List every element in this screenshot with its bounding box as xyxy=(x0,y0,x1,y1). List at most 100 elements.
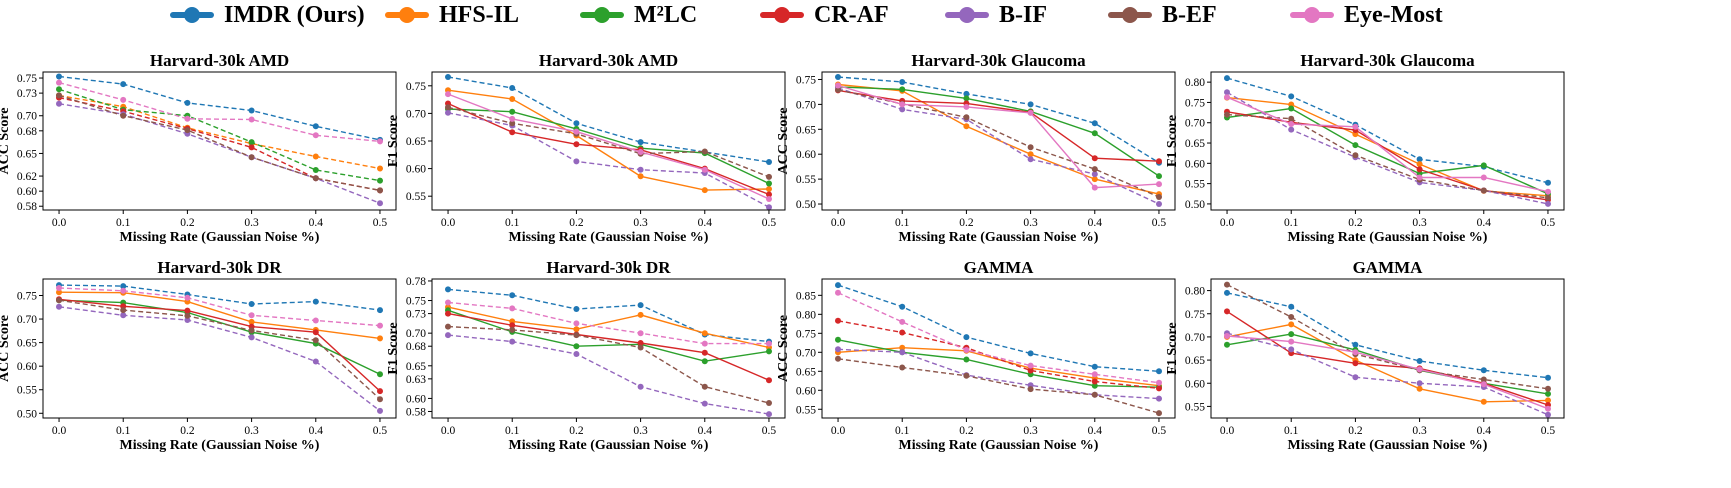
x-tick-label: 0.4 xyxy=(309,217,324,229)
data-point xyxy=(312,317,319,324)
data-point xyxy=(445,332,451,339)
series-line xyxy=(58,81,381,143)
series-line xyxy=(58,75,381,141)
legend-label: Eye-Most xyxy=(1344,1,1443,28)
series xyxy=(1224,94,1551,195)
y-tick-label: 0.70 xyxy=(406,328,426,340)
y-axis-label: F1 Score xyxy=(1165,322,1180,374)
x-tick-label: 0.5 xyxy=(1541,425,1556,437)
data-point xyxy=(1288,303,1295,310)
series xyxy=(56,100,383,207)
x-tick-label: 0.3 xyxy=(633,425,648,437)
series-line xyxy=(837,87,1160,205)
x-axis-label: Missing Rate (Gaussian Noise %) xyxy=(509,438,709,453)
y-tick-label: 0.75 xyxy=(1185,97,1205,109)
data-point xyxy=(1224,111,1230,118)
legend-label: CR-AF xyxy=(814,1,889,28)
x-axis-label: Missing Rate (Gaussian Noise %) xyxy=(899,438,1099,453)
legend-label: HFS-IL xyxy=(439,1,520,28)
data-point xyxy=(509,129,516,136)
legend: IMDR (Ours) HFS-IL M²LC CR-AF B-IF B-EF Eye-Mo… xyxy=(0,0,1731,40)
data-point xyxy=(963,347,970,353)
series-line xyxy=(58,299,381,400)
chart-title: Harvard-30k Glaucoma xyxy=(911,51,1086,70)
y-tick-label: 0.55 xyxy=(1185,179,1205,191)
data-point xyxy=(1091,166,1098,173)
data-point xyxy=(1288,321,1295,328)
data-point xyxy=(899,86,906,93)
data-point xyxy=(835,86,841,93)
data-point xyxy=(1352,360,1359,367)
series-line xyxy=(447,112,770,208)
data-point xyxy=(573,351,580,357)
legend-item: HFS-IL xyxy=(385,0,519,30)
series xyxy=(56,303,383,414)
y-tick-label: 0.58 xyxy=(406,406,426,418)
y-tick-label: 0.80 xyxy=(796,309,816,321)
data-point xyxy=(1156,201,1162,207)
data-point xyxy=(701,187,708,194)
y-tick-label: 0.58 xyxy=(17,201,37,213)
data-point xyxy=(835,282,841,289)
x-tick-label: 0.2 xyxy=(959,425,974,437)
y-axis-label: F1 Score xyxy=(386,115,401,167)
series xyxy=(835,86,1162,200)
y-tick-label: 0.75 xyxy=(17,290,37,302)
y-tick-label: 0.65 xyxy=(1185,355,1205,367)
legend-item: M²LC xyxy=(580,0,697,30)
data-point xyxy=(1545,188,1551,195)
y-tick-label: 0.70 xyxy=(17,314,37,326)
data-point xyxy=(1027,350,1034,357)
data-point xyxy=(963,372,970,379)
series-line xyxy=(1226,113,1549,199)
data-point xyxy=(1480,398,1487,405)
x-tick-label: 0.1 xyxy=(505,425,520,437)
data-point xyxy=(637,330,644,337)
data-point xyxy=(1416,358,1423,364)
data-point xyxy=(1224,75,1230,82)
data-point xyxy=(56,86,62,93)
series-line xyxy=(837,292,1160,384)
y-tick-label: 0.80 xyxy=(1185,77,1205,89)
data-point xyxy=(1480,174,1487,181)
data-point xyxy=(377,335,383,342)
data-point xyxy=(1416,380,1423,387)
data-point xyxy=(1545,405,1551,412)
data-point xyxy=(377,138,383,145)
series xyxy=(445,307,772,365)
data-point xyxy=(573,141,580,148)
legend-item: IMDR (Ours) xyxy=(170,0,365,30)
data-point xyxy=(248,116,255,123)
data-point xyxy=(1288,126,1295,133)
data-point xyxy=(377,187,383,194)
data-point xyxy=(1480,187,1487,194)
data-point xyxy=(184,127,191,134)
data-point xyxy=(701,358,708,365)
plot-frame xyxy=(821,278,1176,419)
chart-title: Harvard-30k DR xyxy=(546,258,671,277)
x-tick-label: 0.2 xyxy=(180,425,195,437)
series-line xyxy=(58,291,381,340)
data-point xyxy=(963,334,970,341)
x-tick-label: 0.2 xyxy=(569,217,584,229)
series xyxy=(56,92,383,194)
data-point xyxy=(509,322,516,329)
x-tick-label: 0.5 xyxy=(762,425,777,437)
data-point xyxy=(184,312,191,319)
y-axis-label: ACC Score xyxy=(0,315,12,382)
data-point xyxy=(637,149,644,155)
data-point xyxy=(835,346,841,353)
y-tick-label: 0.75 xyxy=(17,73,37,85)
data-point xyxy=(1352,341,1359,348)
data-point xyxy=(573,320,580,327)
data-point xyxy=(963,103,970,110)
data-point xyxy=(766,191,772,198)
series-line xyxy=(58,88,381,182)
data-point xyxy=(899,106,906,113)
data-point xyxy=(963,114,970,121)
data-point xyxy=(1156,158,1162,165)
x-axis-label: Missing Rate (Gaussian Noise %) xyxy=(120,438,320,453)
data-point xyxy=(1027,109,1034,116)
x-tick-label: 0.3 xyxy=(633,217,648,229)
series-line xyxy=(58,298,381,392)
